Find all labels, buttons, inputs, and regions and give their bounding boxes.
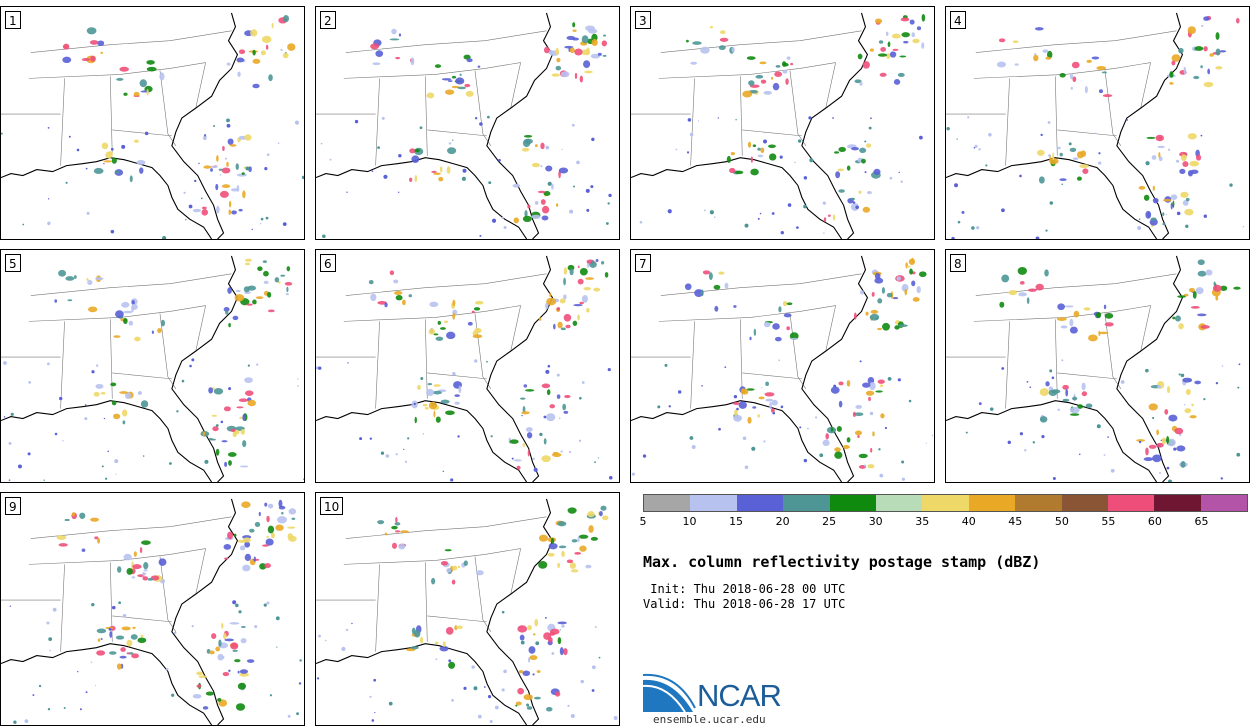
colorbar-segment [875, 495, 923, 511]
map-basemap [946, 255, 1241, 482]
colorbar-segment [690, 495, 737, 511]
member-panel-4: 4 [945, 6, 1250, 240]
colorbar-segment [783, 495, 830, 511]
colorbar-tick-label: 20 [775, 515, 790, 528]
colorbar-tick-label: 55 [1101, 515, 1116, 528]
member-label: 6 [320, 254, 336, 272]
member-label: 8 [950, 254, 966, 272]
init-time: Init: Thu 2018-06-28 00 UTC [643, 582, 846, 596]
colorbar-tick-label: 10 [682, 515, 697, 528]
map-basemap [316, 12, 612, 239]
member-panel-5: 5 [0, 249, 305, 483]
colorbar-tick-label: 60 [1147, 515, 1162, 528]
member-label: 2 [320, 11, 336, 29]
member-panel-8: 8 [945, 249, 1250, 483]
ncar-logo-icon [643, 673, 696, 713]
colorbar-segment [1107, 495, 1155, 511]
member-panel-10: 10 [315, 492, 620, 726]
map-basemap [1, 498, 302, 725]
member-label: 5 [5, 254, 21, 272]
member-label: 1 [5, 11, 21, 29]
colorbar-tick-label: 45 [1008, 515, 1023, 528]
colorbar-tick-label: 30 [868, 515, 883, 528]
member-label: 4 [950, 11, 966, 29]
colorbar-tick-label: 40 [961, 515, 976, 528]
colorbar-segment [1061, 495, 1108, 511]
colorbar-tick-label: 5 [639, 515, 647, 528]
map-basemap [316, 498, 618, 725]
plot-title: Max. column reflectivity postage stamp (… [643, 553, 1041, 571]
colorbar-segment [736, 495, 784, 511]
colorbar-tick-label: 25 [822, 515, 837, 528]
colorbar-tick-label: 35 [915, 515, 930, 528]
valid-time: Valid: Thu 2018-06-28 17 UTC [643, 597, 846, 611]
member-panel-2: 2 [315, 6, 620, 240]
member-label: 10 [320, 497, 344, 515]
colorbar-tick-label: 65 [1194, 515, 1209, 528]
ncar-logo-text: NCAR [697, 678, 782, 713]
colorbar-tick-label: 15 [729, 515, 744, 528]
ncar-url: ensemble.ucar.edu [653, 713, 766, 726]
map-basemap [316, 255, 613, 482]
colorbar-segment [1200, 495, 1248, 511]
colorbar-segment [644, 495, 691, 511]
map-basemap [1, 12, 304, 239]
member-panel-9: 9 [0, 492, 305, 726]
map-basemap [631, 255, 934, 482]
map-basemap [1, 255, 304, 482]
map-basemap [631, 12, 926, 239]
colorbar-segment [1154, 495, 1201, 511]
map-basemap [946, 12, 1245, 239]
colorbar-segment [922, 495, 969, 511]
colorbar-segment [968, 495, 1016, 511]
colorbar-segment [1015, 495, 1062, 511]
member-panel-3: 3 [630, 6, 935, 240]
colorbar-tick-labels: 5 10 15 20 25 30 35 40 45 50 55 60 65 [639, 515, 1248, 529]
member-label: 9 [5, 497, 21, 515]
member-label: 3 [635, 11, 651, 29]
member-panel-1: 1 [0, 6, 305, 240]
colorbar-tick-label: 50 [1054, 515, 1069, 528]
reflectivity-colorbar [643, 494, 1248, 512]
member-panel-6: 6 [315, 249, 620, 483]
member-panel-7: 7 [630, 249, 935, 483]
colorbar-segment [829, 495, 876, 511]
member-label: 7 [635, 254, 651, 272]
